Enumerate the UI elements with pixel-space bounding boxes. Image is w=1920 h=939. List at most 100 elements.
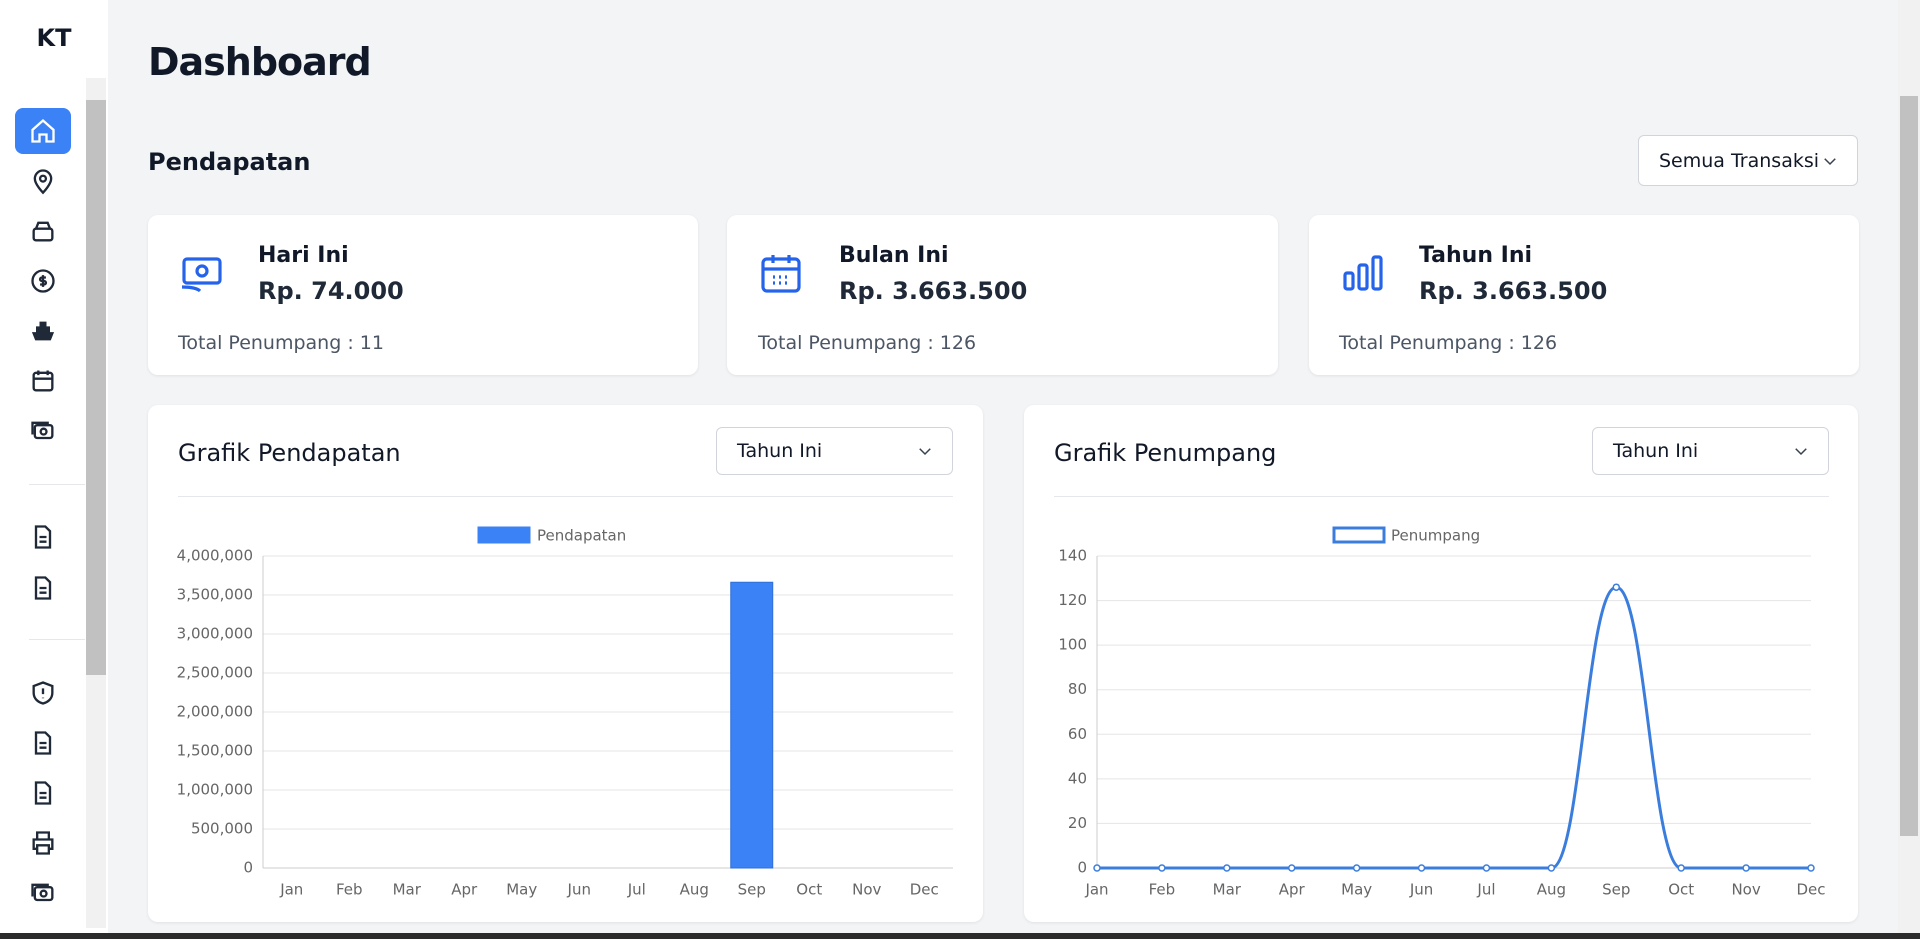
x-tick-label: Feb (336, 881, 363, 899)
stat-card: Tahun Ini Rp. 3.663.500 Total Penumpang … (1309, 215, 1859, 375)
nav-doc[interactable] (29, 729, 57, 757)
chart-filter[interactable]: Tahun Ini (716, 427, 953, 475)
divider (29, 639, 85, 640)
x-tick-label: Jul (1476, 881, 1495, 899)
legend-swatch (477, 526, 531, 544)
x-tick-label: Jul (627, 881, 646, 899)
chart-title: Grafik Pendapatan (178, 439, 401, 467)
x-tick-label: Nov (1731, 881, 1760, 899)
x-tick-label: May (1341, 881, 1372, 899)
chart-filter[interactable]: Tahun Ini (1592, 427, 1829, 475)
y-tick-label: 40 (1068, 769, 1087, 787)
x-tick-label: Sep (1602, 881, 1630, 899)
y-tick-label: 3,000,000 (177, 625, 253, 643)
y-tick-label: 0 (1077, 859, 1087, 877)
page-title: Dashboard (148, 40, 372, 84)
point (1417, 864, 1426, 872)
x-tick-label: Jan (1084, 881, 1108, 899)
nav-home[interactable] (29, 117, 57, 145)
y-tick-label: 100 (1058, 636, 1087, 654)
h-scrollbar (0, 933, 1920, 939)
nav-doc[interactable] (29, 574, 57, 602)
active-nav[interactable] (15, 108, 71, 154)
y-tick-label: 60 (1068, 725, 1087, 743)
divider (178, 496, 953, 497)
x-tick-label: Jun (567, 881, 591, 899)
nav-stack[interactable] (29, 217, 57, 245)
card-icon (1343, 255, 1383, 291)
chart: 0 20 40 60 80 100 120 140 Jan Feb Mar Apr May Jun Jul A… (1058, 526, 1826, 899)
nav-shield[interactable] (29, 679, 57, 707)
x-tick-label: Oct (1668, 881, 1694, 899)
point (1352, 864, 1361, 872)
nav-money[interactable] (29, 267, 57, 295)
point (1612, 583, 1621, 591)
point (1547, 864, 1556, 872)
filter-label: Semua Transaksi (1659, 149, 1820, 172)
x-tick-label: Oct (796, 881, 822, 899)
x-tick-label: Jan (279, 881, 303, 899)
nav-doc[interactable] (29, 523, 57, 551)
card-title: Bulan Ini (839, 243, 949, 268)
y-tick-label: 2,000,000 (177, 703, 253, 721)
point (1677, 864, 1685, 872)
point (1482, 864, 1491, 872)
x-tick-label: Sep (738, 881, 766, 899)
transaction-filter[interactable]: Semua Transaksi (1638, 135, 1858, 186)
x-tick-label: Mar (393, 881, 422, 899)
y-tick-label: 1,500,000 (177, 742, 253, 760)
point (1223, 864, 1231, 872)
x-tick-label: Nov (852, 881, 881, 899)
x-tick-label: Mar (1213, 881, 1242, 899)
x-tick-label: Aug (680, 881, 709, 899)
y-tick-label: 20 (1068, 814, 1087, 832)
nav-calendar[interactable] (29, 367, 57, 395)
chart: 0 500,000 1,000,000 1,500,000 2,000,000 2,500… (177, 526, 953, 899)
x-tick-label: Aug (1537, 881, 1566, 899)
x-tick-label: Dec (910, 881, 939, 899)
y-tick-label: 80 (1068, 680, 1087, 698)
nav-print[interactable] (29, 829, 57, 857)
chevron (1795, 448, 1807, 456)
nav-ship[interactable] (29, 317, 57, 345)
divider (29, 484, 85, 485)
legend-label: Penumpang (1391, 527, 1480, 545)
y-tick-label: 140 (1058, 547, 1087, 565)
nav-doc[interactable] (29, 779, 57, 807)
card-total: Total Penumpang : 126 (758, 332, 977, 354)
logo: KT (36, 24, 72, 52)
nav-location[interactable] (29, 167, 57, 195)
card-total: Total Penumpang : 126 (1339, 332, 1558, 354)
x-tick-label: Apr (1279, 881, 1306, 899)
point (1742, 864, 1750, 872)
sidebar: KT (0, 0, 108, 939)
point (1093, 864, 1101, 872)
chart-title: Grafik Penumpang (1054, 439, 1277, 467)
chart-panel: Grafik Penumpang Tahun Ini 0 20 40 60 80 100 1… (1024, 405, 1858, 922)
scroll-thumb (1900, 96, 1918, 836)
y-tick-label: 3,500,000 (177, 586, 253, 604)
chart-panel: Grafik Pendapatan Tahun Ini 0 500,000 1,00… (148, 405, 983, 922)
card-amount: Rp. 3.663.500 (1419, 277, 1608, 305)
stat-card: Hari Ini Rp. 74.000 Total Penumpang : 11 (148, 215, 698, 375)
section-title: Pendapatan (148, 148, 311, 176)
point (1807, 864, 1815, 872)
chevron (1824, 157, 1836, 165)
y-tick-label: 500,000 (191, 820, 253, 838)
y-tick-label: 4,000,000 (177, 547, 253, 565)
y-tick-label: 2,500,000 (177, 664, 253, 682)
y-tick-label: 1,000,000 (177, 781, 253, 799)
legend-swatch (1332, 526, 1386, 544)
card-icon (181, 257, 222, 293)
nav-cash[interactable] (29, 417, 57, 445)
filter-label: Tahun Ini (737, 440, 823, 462)
divider (1054, 496, 1829, 497)
line (1097, 585, 1811, 870)
x-tick-label: Dec (1796, 881, 1825, 899)
card-total: Total Penumpang : 11 (178, 332, 384, 354)
y-tick-label: 120 (1058, 591, 1087, 609)
scroll-thumb (86, 100, 106, 675)
y-tick-label: 0 (243, 859, 253, 877)
nav-cash[interactable] (29, 879, 57, 907)
